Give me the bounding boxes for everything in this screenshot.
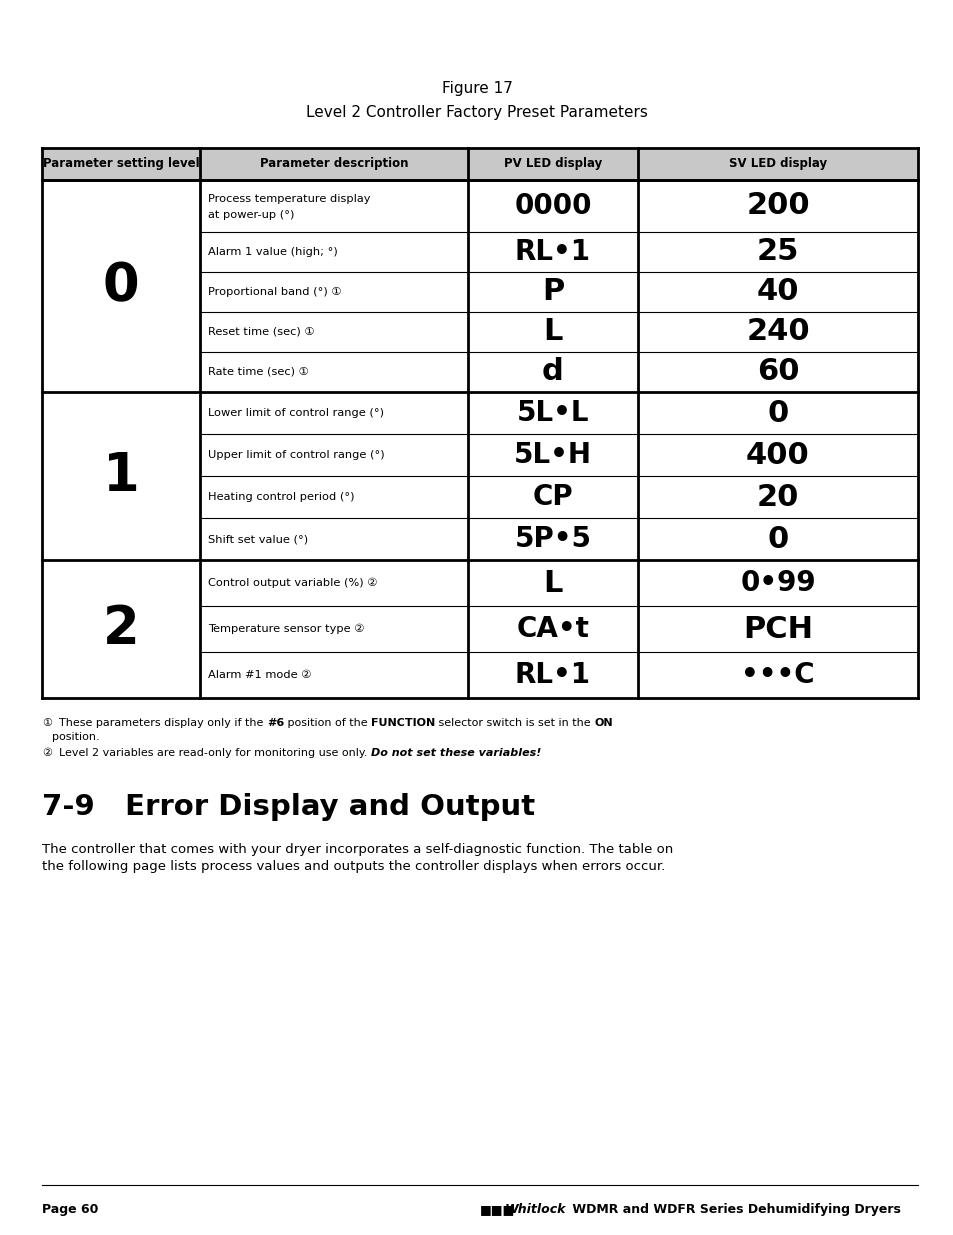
Text: 0•99: 0•99 [740, 569, 815, 597]
Text: These parameters display only if the: These parameters display only if the [52, 718, 267, 727]
Text: #6: #6 [267, 718, 284, 727]
Text: 40: 40 [756, 278, 799, 306]
Text: WDMR and WDFR Series Dehumidifying Dryers: WDMR and WDFR Series Dehumidifying Dryer… [567, 1203, 900, 1216]
Text: 0: 0 [766, 399, 788, 427]
Text: ■■■: ■■■ [479, 1203, 515, 1216]
Text: P: P [541, 278, 563, 306]
Bar [42, 148, 917, 180]
Text: RL•1: RL•1 [515, 661, 590, 689]
Text: 25: 25 [756, 237, 799, 267]
Text: Do not set these variables!: Do not set these variables! [371, 748, 540, 758]
Text: Lower limit of control range (°): Lower limit of control range (°) [208, 408, 384, 417]
Text: Parameter setting level: Parameter setting level [43, 158, 199, 170]
Text: 0: 0 [766, 525, 788, 553]
Text: 240: 240 [745, 317, 809, 347]
Text: PV LED display: PV LED display [503, 158, 601, 170]
Text: CA•t: CA•t [516, 615, 589, 643]
Text: Process temperature display: Process temperature display [208, 194, 370, 204]
Text: L: L [543, 568, 562, 598]
Text: 2: 2 [103, 603, 139, 655]
Text: Heating control period (°): Heating control period (°) [208, 492, 355, 501]
Text: PCH: PCH [742, 615, 812, 643]
Text: Level 2 Controller Factory Preset Parameters: Level 2 Controller Factory Preset Parame… [306, 105, 647, 121]
Text: Parameter description: Parameter description [259, 158, 408, 170]
Text: •••C: •••C [740, 661, 814, 689]
Text: 7-9   Error Display and Output: 7-9 Error Display and Output [42, 793, 535, 821]
Text: Reset time (sec) ①: Reset time (sec) ① [208, 327, 314, 337]
Text: Shift set value (°): Shift set value (°) [208, 534, 308, 543]
Text: RL•1: RL•1 [515, 238, 590, 266]
Text: Control output variable (%) ②: Control output variable (%) ② [208, 578, 377, 588]
Text: 400: 400 [745, 441, 809, 469]
Text: position of the: position of the [284, 718, 371, 727]
Text: Page 60: Page 60 [42, 1203, 98, 1216]
Text: position.: position. [52, 732, 99, 742]
Text: Proportional band (°) ①: Proportional band (°) ① [208, 287, 341, 296]
Text: 5P•5: 5P•5 [514, 525, 591, 553]
Text: ON: ON [594, 718, 613, 727]
Text: Level 2 variables are read-only for monitoring use only.: Level 2 variables are read-only for moni… [52, 748, 371, 758]
Text: selector switch is set in the: selector switch is set in the [435, 718, 594, 727]
Text: ①: ① [42, 718, 52, 727]
Text: Temperature sensor type ②: Temperature sensor type ② [208, 624, 364, 635]
Text: SV LED display: SV LED display [728, 158, 826, 170]
Text: 200: 200 [745, 191, 809, 221]
Text: 0: 0 [103, 261, 139, 312]
Text: 5L•H: 5L•H [514, 441, 592, 469]
Text: 5L•L: 5L•L [517, 399, 589, 427]
Text: d: d [541, 357, 563, 387]
Text: Whitlock: Whitlock [504, 1203, 566, 1216]
Text: ②: ② [42, 748, 52, 758]
Text: Alarm 1 value (high; °): Alarm 1 value (high; °) [208, 247, 337, 257]
Text: at power-up (°): at power-up (°) [208, 210, 294, 220]
Text: the following page lists process values and outputs the controller displays when: the following page lists process values … [42, 860, 664, 873]
Text: Rate time (sec) ①: Rate time (sec) ① [208, 367, 309, 377]
Text: 0000: 0000 [514, 191, 591, 220]
Text: The controller that comes with your dryer incorporates a self-diagnostic functio: The controller that comes with your drye… [42, 844, 673, 856]
Text: 20: 20 [756, 483, 799, 511]
Text: FUNCTION: FUNCTION [371, 718, 435, 727]
Text: CP: CP [532, 483, 573, 511]
Text: 1: 1 [103, 450, 139, 501]
Text: Alarm #1 mode ②: Alarm #1 mode ② [208, 671, 312, 680]
Text: L: L [543, 317, 562, 347]
Text: Figure 17: Figure 17 [441, 80, 512, 95]
Text: Upper limit of control range (°): Upper limit of control range (°) [208, 450, 384, 459]
Text: 60: 60 [756, 357, 799, 387]
